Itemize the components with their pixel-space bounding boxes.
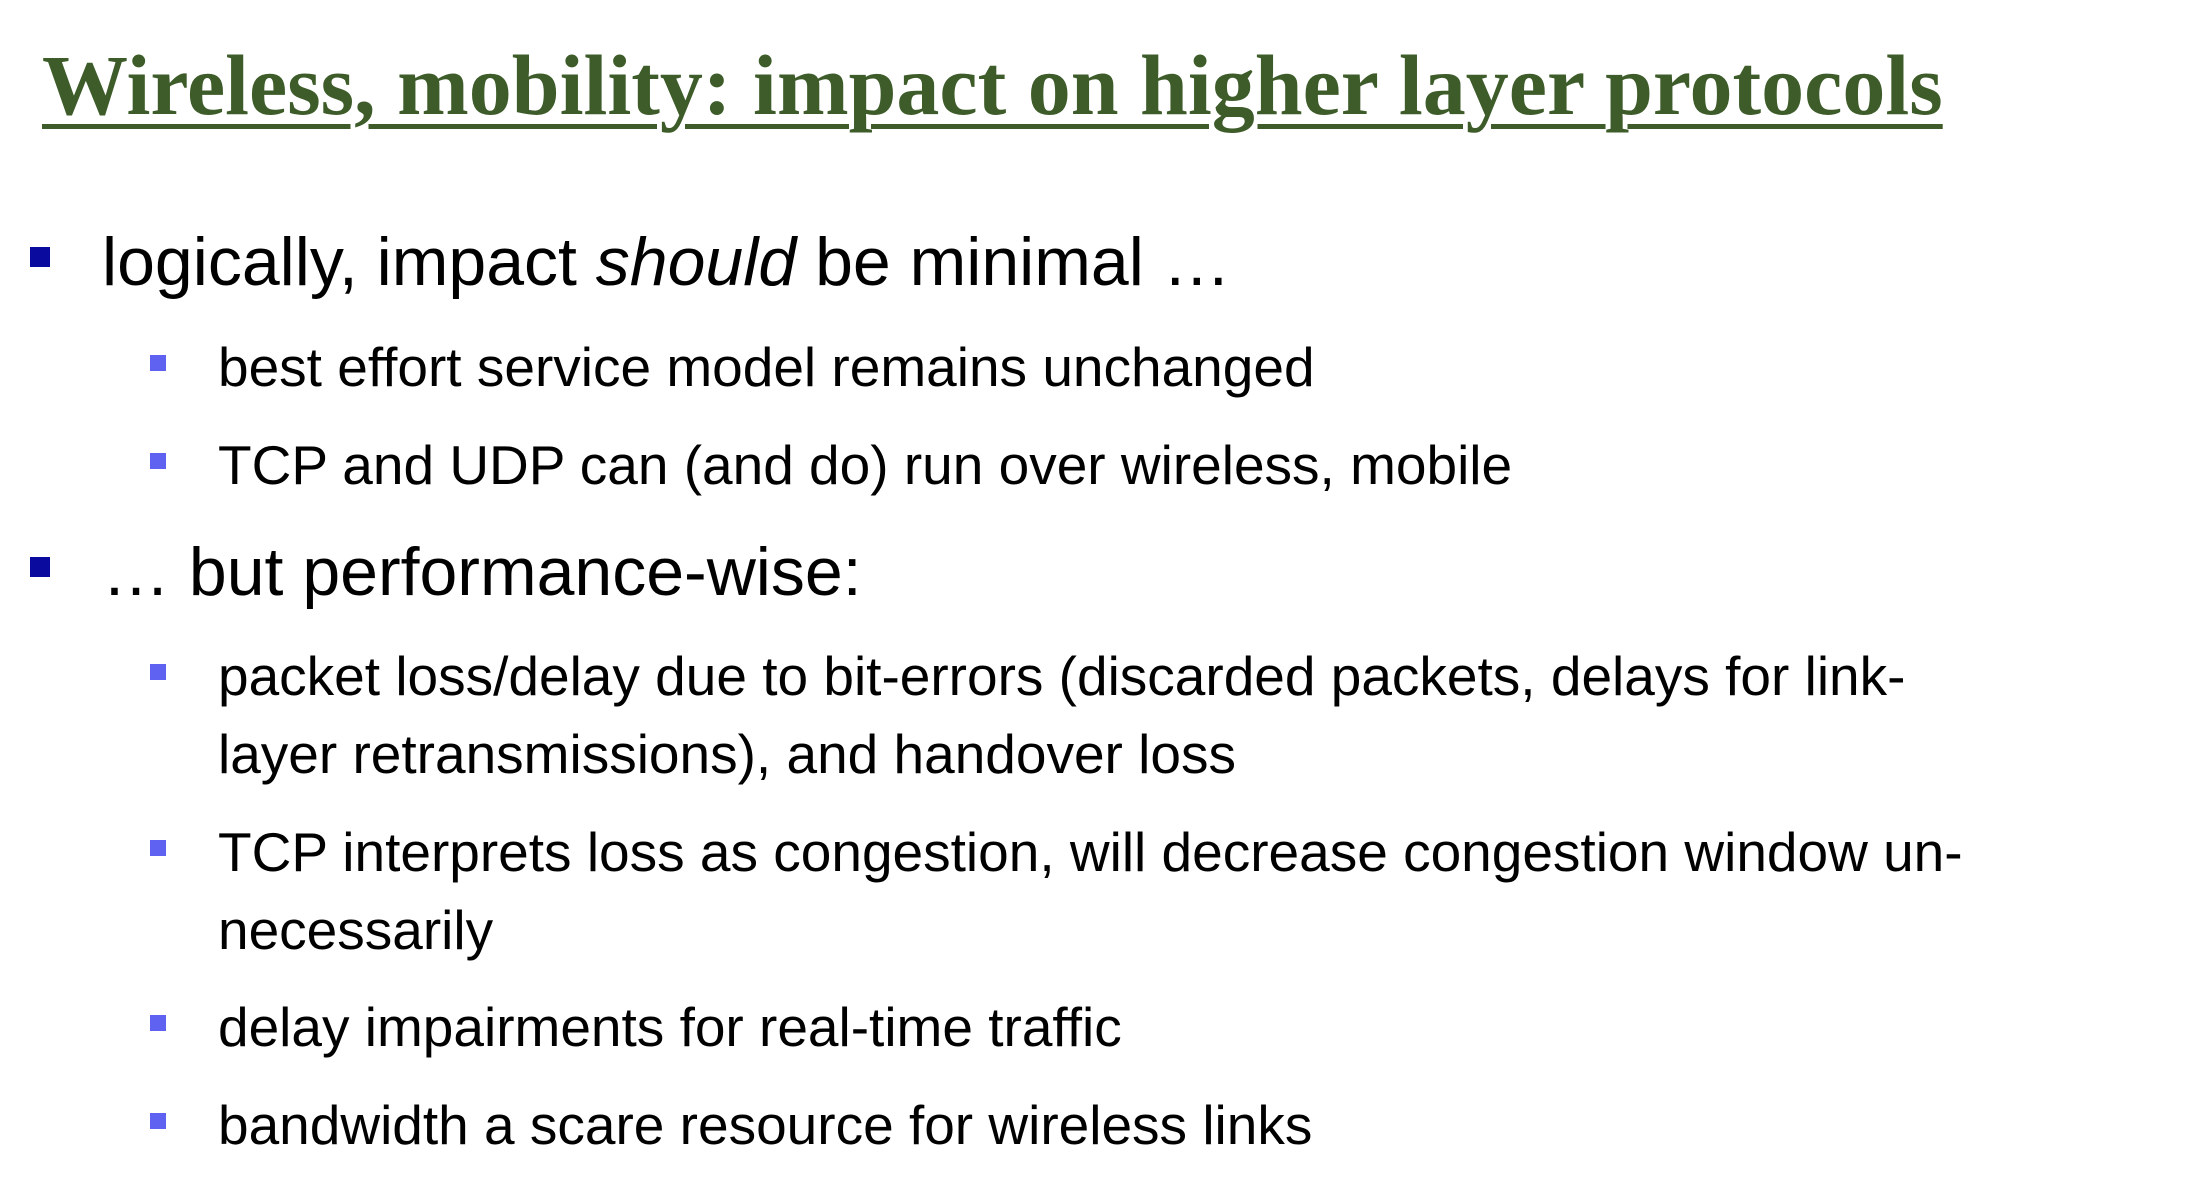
- bullet-text-emphasis: should: [595, 224, 797, 300]
- sub-bullet-item: best effort service model remains unchan…: [218, 328, 1315, 406]
- sub-bullet-square-icon: [150, 1015, 166, 1031]
- sub-bullet-item: bandwidth a scare resource for wireless …: [218, 1086, 1312, 1164]
- sub-bullet-text: delay impairments for real-time traffic: [218, 996, 1122, 1058]
- sub-bullet-text: best effort service model remains unchan…: [218, 336, 1315, 398]
- sub-bullet-square-icon: [150, 1113, 166, 1129]
- bullet-text-after: be minimal …: [796, 224, 1231, 300]
- bullet-item: … but performance-wise:: [102, 532, 862, 612]
- sub-bullet-item: packet loss/delay due to bit-errors (dis…: [218, 637, 1905, 793]
- sub-bullet-square-icon: [150, 453, 166, 469]
- sub-bullet-text-continued: layer retransmissions), and handover los…: [218, 723, 1236, 785]
- sub-bullet-item: TCP interprets loss as congestion, will …: [218, 813, 1963, 969]
- sub-bullet-item: delay impairments for real-time traffic: [218, 988, 1122, 1066]
- bullet-text: … but performance-wise:: [102, 534, 862, 610]
- bullet-square-icon: [30, 557, 50, 577]
- bullet-item: logically, impact should be minimal …: [102, 222, 1231, 302]
- bullet-text-before: logically, impact: [102, 224, 596, 300]
- sub-bullet-square-icon: [150, 355, 166, 371]
- sub-bullet-text-continued: necessarily: [218, 899, 494, 961]
- bullet-square-icon: [30, 247, 50, 267]
- sub-bullet-text: TCP and UDP can (and do) run over wirele…: [218, 434, 1513, 496]
- sub-bullet-square-icon: [150, 664, 166, 680]
- sub-bullet-item: TCP and UDP can (and do) run over wirele…: [218, 426, 1512, 504]
- sub-bullet-text: bandwidth a scare resource for wireless …: [218, 1094, 1313, 1156]
- slide-title: Wireless, mobility: impact on higher lay…: [42, 37, 1943, 133]
- sub-bullet-square-icon: [150, 840, 166, 856]
- sub-bullet-text: TCP interprets loss as congestion, will …: [218, 821, 1963, 883]
- sub-bullet-text: packet loss/delay due to bit-errors (dis…: [218, 645, 1906, 707]
